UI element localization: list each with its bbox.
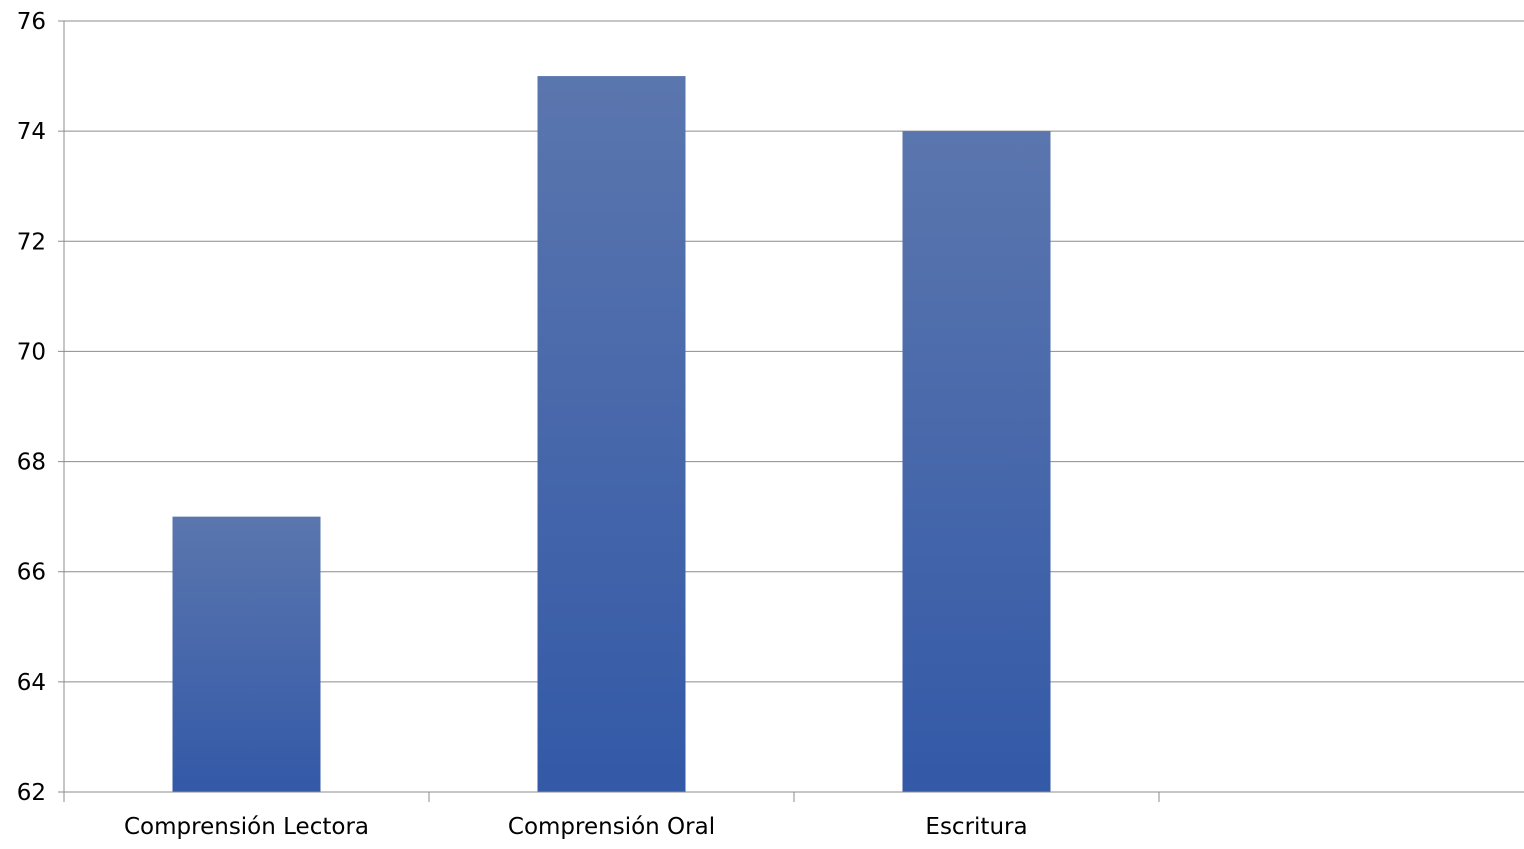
y-tick-label: 74 [17,119,46,145]
bar [172,516,321,792]
y-tick-label: 72 [17,229,46,255]
bar [537,76,686,793]
y-tick-label: 76 [17,9,46,35]
y-tick-label: 70 [17,339,46,365]
y-tick-label: 62 [17,780,46,806]
bar [902,131,1051,793]
x-tick-label: Comprensión Lectora [124,814,369,840]
tick-labels: 62 64 66 68 70 72 74 76 Comprensión Lectora Compr… [17,9,1028,840]
y-tick-label: 66 [17,560,46,586]
bars [172,76,1051,793]
y-tick-label: 68 [17,450,46,476]
x-tick-label: Escritura [925,814,1027,840]
axes [63,21,1524,802]
y-tick-label: 64 [17,670,46,696]
x-tick-label: Comprensión Oral [508,814,715,840]
